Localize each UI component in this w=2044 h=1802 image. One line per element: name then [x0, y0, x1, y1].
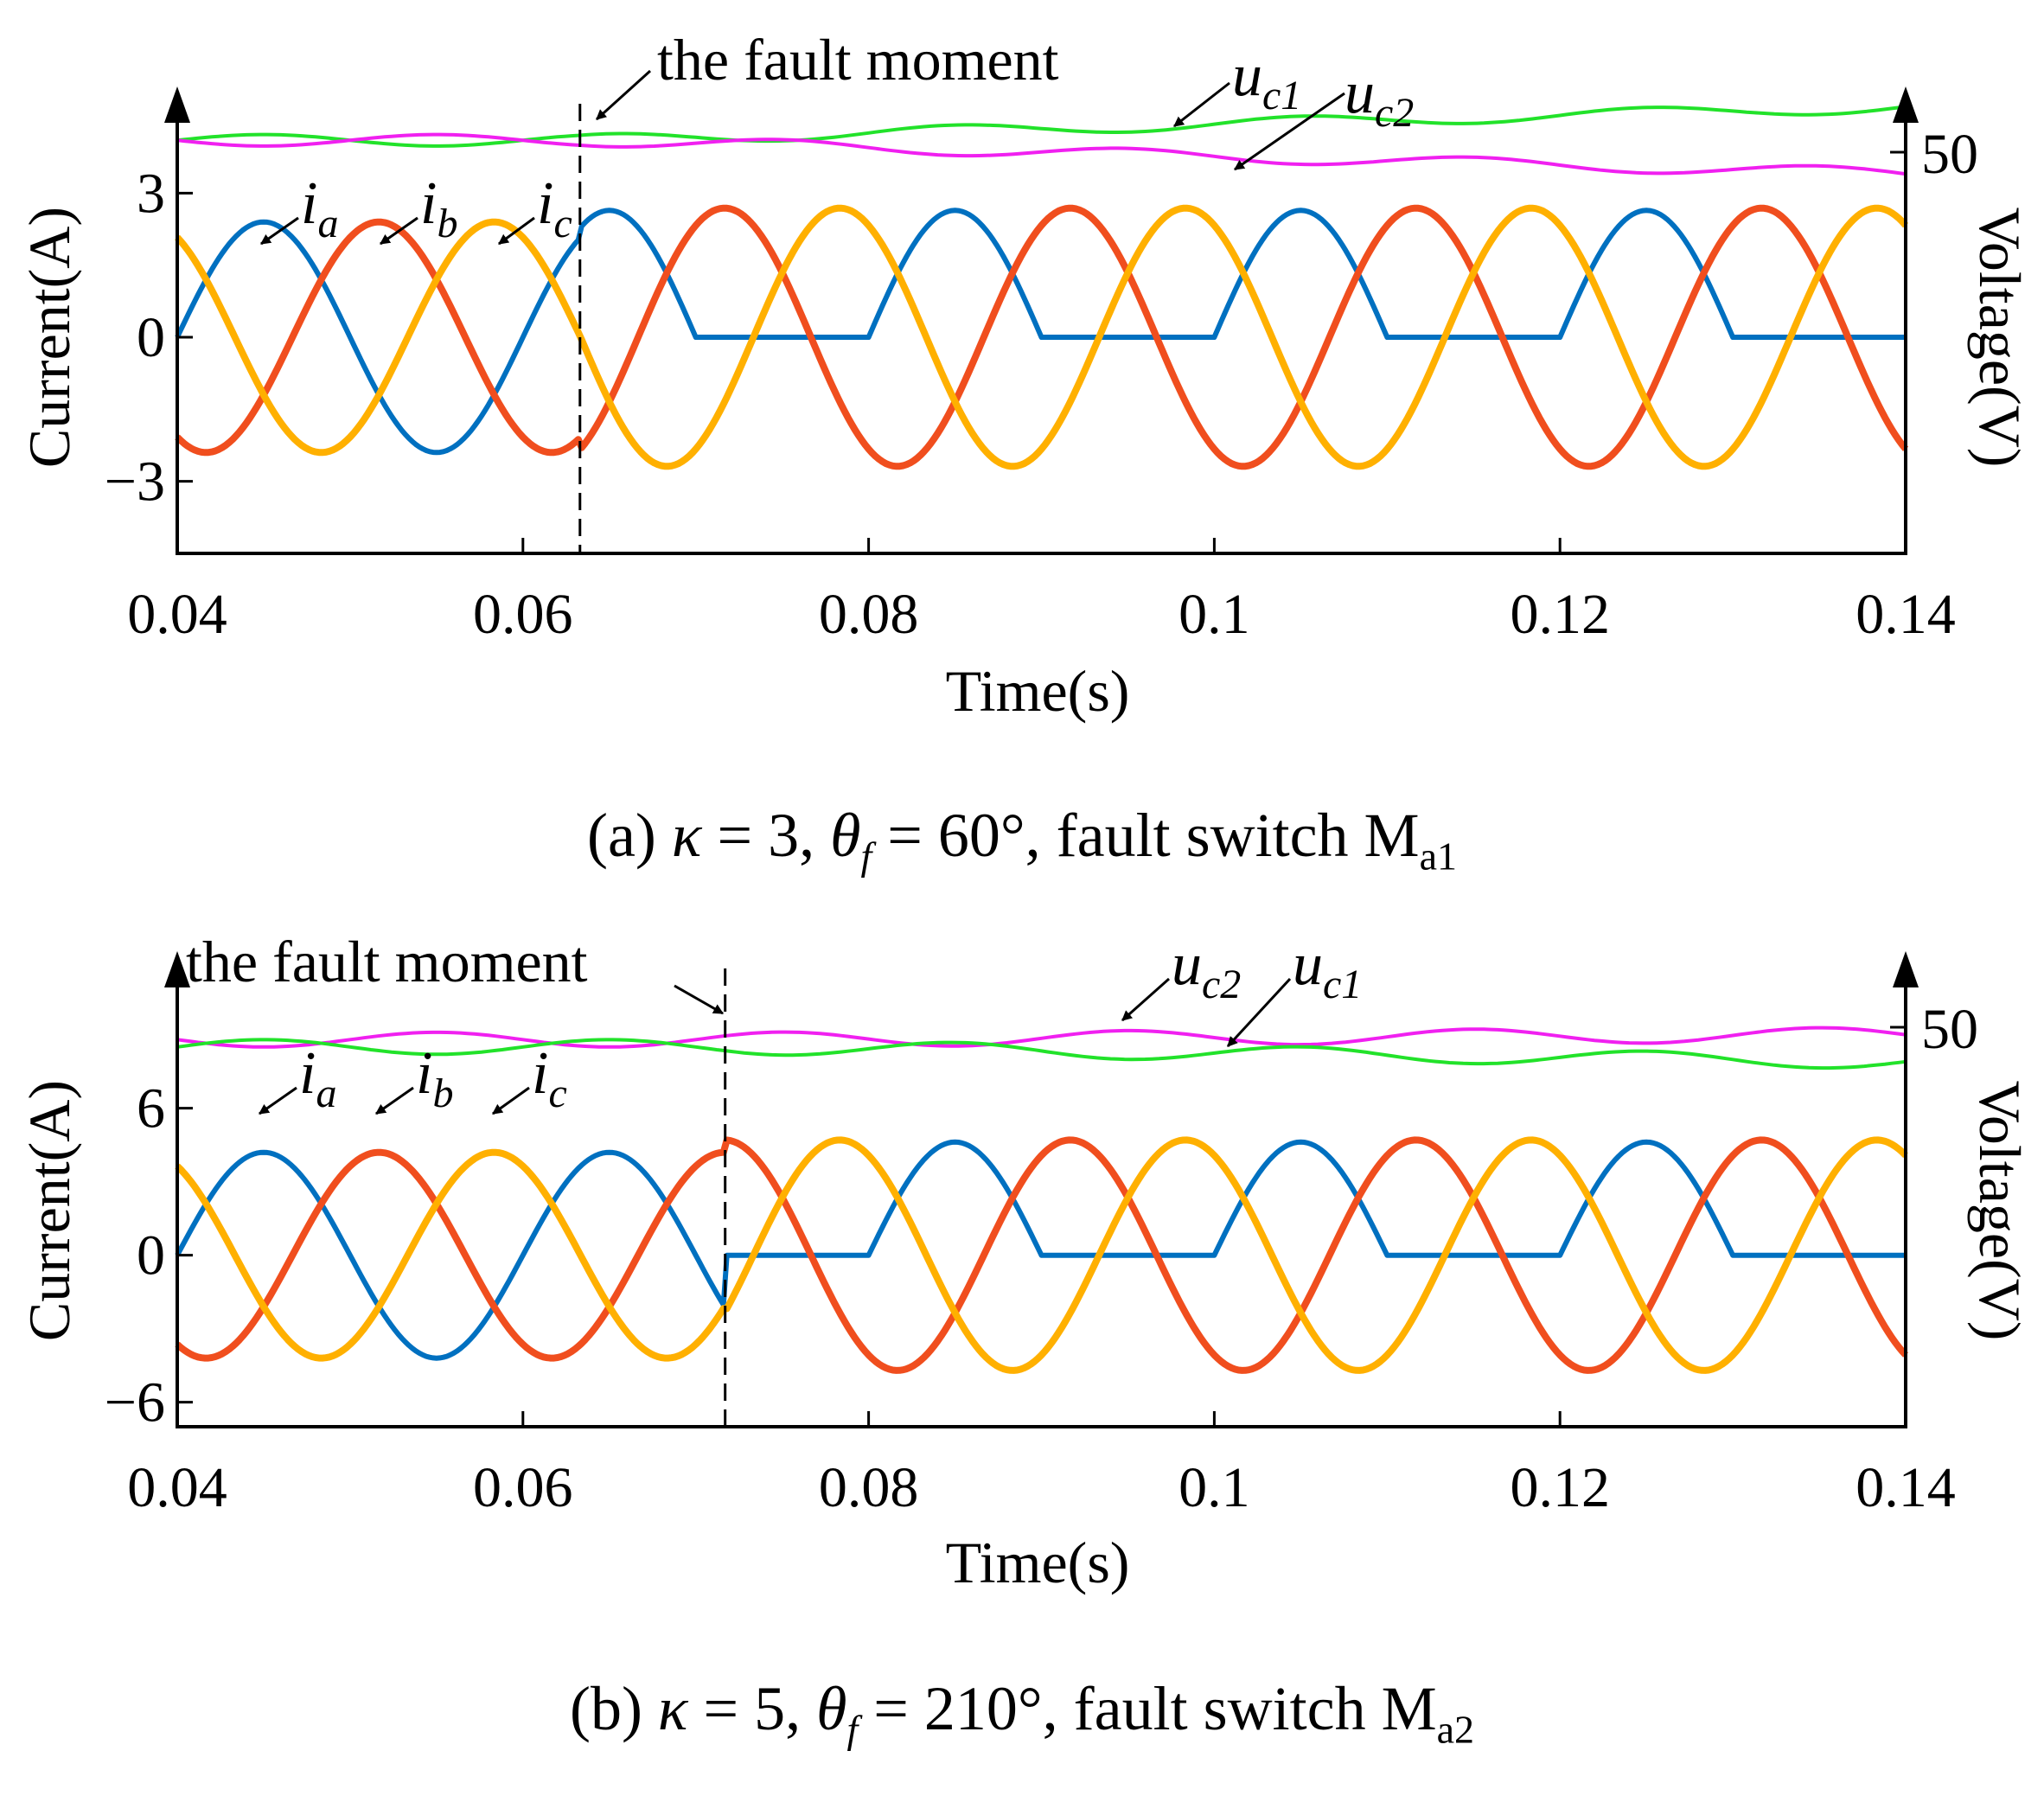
series-label-ib-a: ib — [380, 170, 457, 246]
series-line-uc1 — [176, 1038, 1907, 1070]
series-line-uc1 — [176, 105, 1907, 148]
fault-arrow-b — [674, 984, 725, 1015]
series-label-uc2-b: uc2 — [1121, 931, 1241, 1022]
right-tick-label-b: 50 — [1921, 998, 1978, 1061]
x-tick-label: 0.14 — [1856, 583, 1956, 646]
y-tick-label: 0 — [137, 306, 165, 369]
x-tick-label: 0.12 — [1510, 583, 1610, 646]
panel-a: 0.04 0.06 0.08 0.1 0.12 0.14 30−3 50 Time(s) … — [16, 27, 2033, 724]
y-axis-label-right-a: Voltage(V) — [1967, 208, 2033, 468]
svg-text:uc2: uc2 — [1345, 60, 1414, 136]
x-axis-label-a: Time(s) — [946, 658, 1130, 724]
series-line-ia — [175, 208, 1906, 456]
left-axis-arrow-b — [164, 951, 190, 987]
svg-text:ic: ic — [532, 1040, 567, 1116]
left-axis-arrow-a — [164, 86, 190, 123]
series-line-ic — [175, 1136, 1908, 1374]
y-tick-label: 3 — [137, 162, 165, 225]
x-tick-label: 0.1 — [1178, 1456, 1250, 1519]
series-label-ia-b: ia — [259, 1040, 336, 1116]
series-line-ia — [175, 1139, 1906, 1361]
x-ticks-a: 0.04 0.06 0.08 0.1 0.12 0.14 — [127, 538, 1956, 646]
caption-b: (b) κ = 5, θf = 210°, fault switch Ma2 — [569, 1674, 1475, 1752]
svg-text:ic: ic — [537, 170, 572, 246]
right-axis-arrow-a — [1893, 86, 1919, 123]
x-tick-label: 0.1 — [1178, 583, 1250, 646]
svg-text:uc1: uc1 — [1293, 931, 1362, 1007]
caption-a: (a) κ = 3, θf = 60°, fault switch Ma1 — [586, 801, 1457, 879]
series-label-ic-b: ic — [492, 1040, 567, 1116]
fault-arrow-a — [595, 69, 652, 121]
right-axis-arrow-b — [1893, 951, 1919, 987]
svg-text:uc1: uc1 — [1232, 42, 1301, 118]
y-axis-label-left-b: Current(A) — [16, 1080, 82, 1341]
x-tick-label: 0.06 — [473, 583, 573, 646]
series-label-uc1-a: uc1 — [1173, 42, 1301, 128]
y-tick-label: −6 — [105, 1371, 165, 1435]
svg-text:ia: ia — [301, 170, 338, 246]
y-axis-label-left-a: Current(A) — [16, 207, 82, 468]
series-line-uc2 — [176, 132, 1907, 176]
series-line-ib — [175, 204, 1909, 470]
x-tick-label: 0.14 — [1856, 1456, 1956, 1519]
right-tick-label-a: 50 — [1921, 123, 1978, 186]
y-axis-label-right-b: Voltage(V) — [1967, 1081, 2033, 1341]
series-label-ib-b: ib — [375, 1040, 453, 1116]
series-line-ic — [175, 204, 1908, 470]
fault-annotation-b: the fault moment — [186, 929, 588, 994]
series-label-uc1-b: uc1 — [1226, 931, 1362, 1048]
series-line-uc2 — [176, 1026, 1907, 1049]
x-tick-label: 0.12 — [1510, 1456, 1610, 1519]
panel-b-series — [175, 1026, 1908, 1374]
panel-b: 0.04 0.06 0.08 0.1 0.12 0.14 60−6 50 Time(s) … — [16, 929, 2033, 1595]
x-axis-label-b: Time(s) — [946, 1530, 1130, 1595]
y-tick-label: 6 — [137, 1077, 165, 1141]
x-tick-label: 0.08 — [819, 1456, 919, 1519]
x-tick-label: 0.04 — [127, 1456, 227, 1519]
series-label-ic-a: ic — [498, 170, 572, 246]
panel-a-series — [175, 105, 1909, 470]
panel-b-axes: 0.04 0.06 0.08 0.1 0.12 0.14 6 0 −6 50 — [105, 951, 1978, 1519]
svg-text:uc2: uc2 — [1172, 931, 1241, 1007]
svg-text:ib: ib — [416, 1040, 453, 1116]
svg-text:ib: ib — [420, 170, 457, 246]
series-line-ib — [175, 1136, 1908, 1374]
svg-text:ia: ia — [299, 1040, 336, 1116]
x-tick-label: 0.08 — [819, 583, 919, 646]
x-tick-label: 0.06 — [473, 1456, 573, 1519]
y-ticks-b: 6 0 −6 — [105, 1077, 193, 1435]
y-ticks-a: 3 0 −3 — [105, 162, 193, 514]
x-tick-label: 0.04 — [127, 583, 227, 646]
y-tick-label: −3 — [105, 450, 165, 514]
series-label-uc2-a: uc2 — [1234, 60, 1414, 171]
series-label-ia-a: ia — [260, 170, 338, 246]
panel-a-axes: 0.04 0.06 0.08 0.1 0.12 0.14 3 0 −3 50 — [105, 86, 1978, 646]
y-tick-label: 0 — [137, 1224, 165, 1288]
x-ticks-b: 0.04 0.06 0.08 0.1 0.12 0.14 — [127, 1411, 1956, 1519]
fault-annotation-a: the fault moment — [657, 27, 1059, 93]
